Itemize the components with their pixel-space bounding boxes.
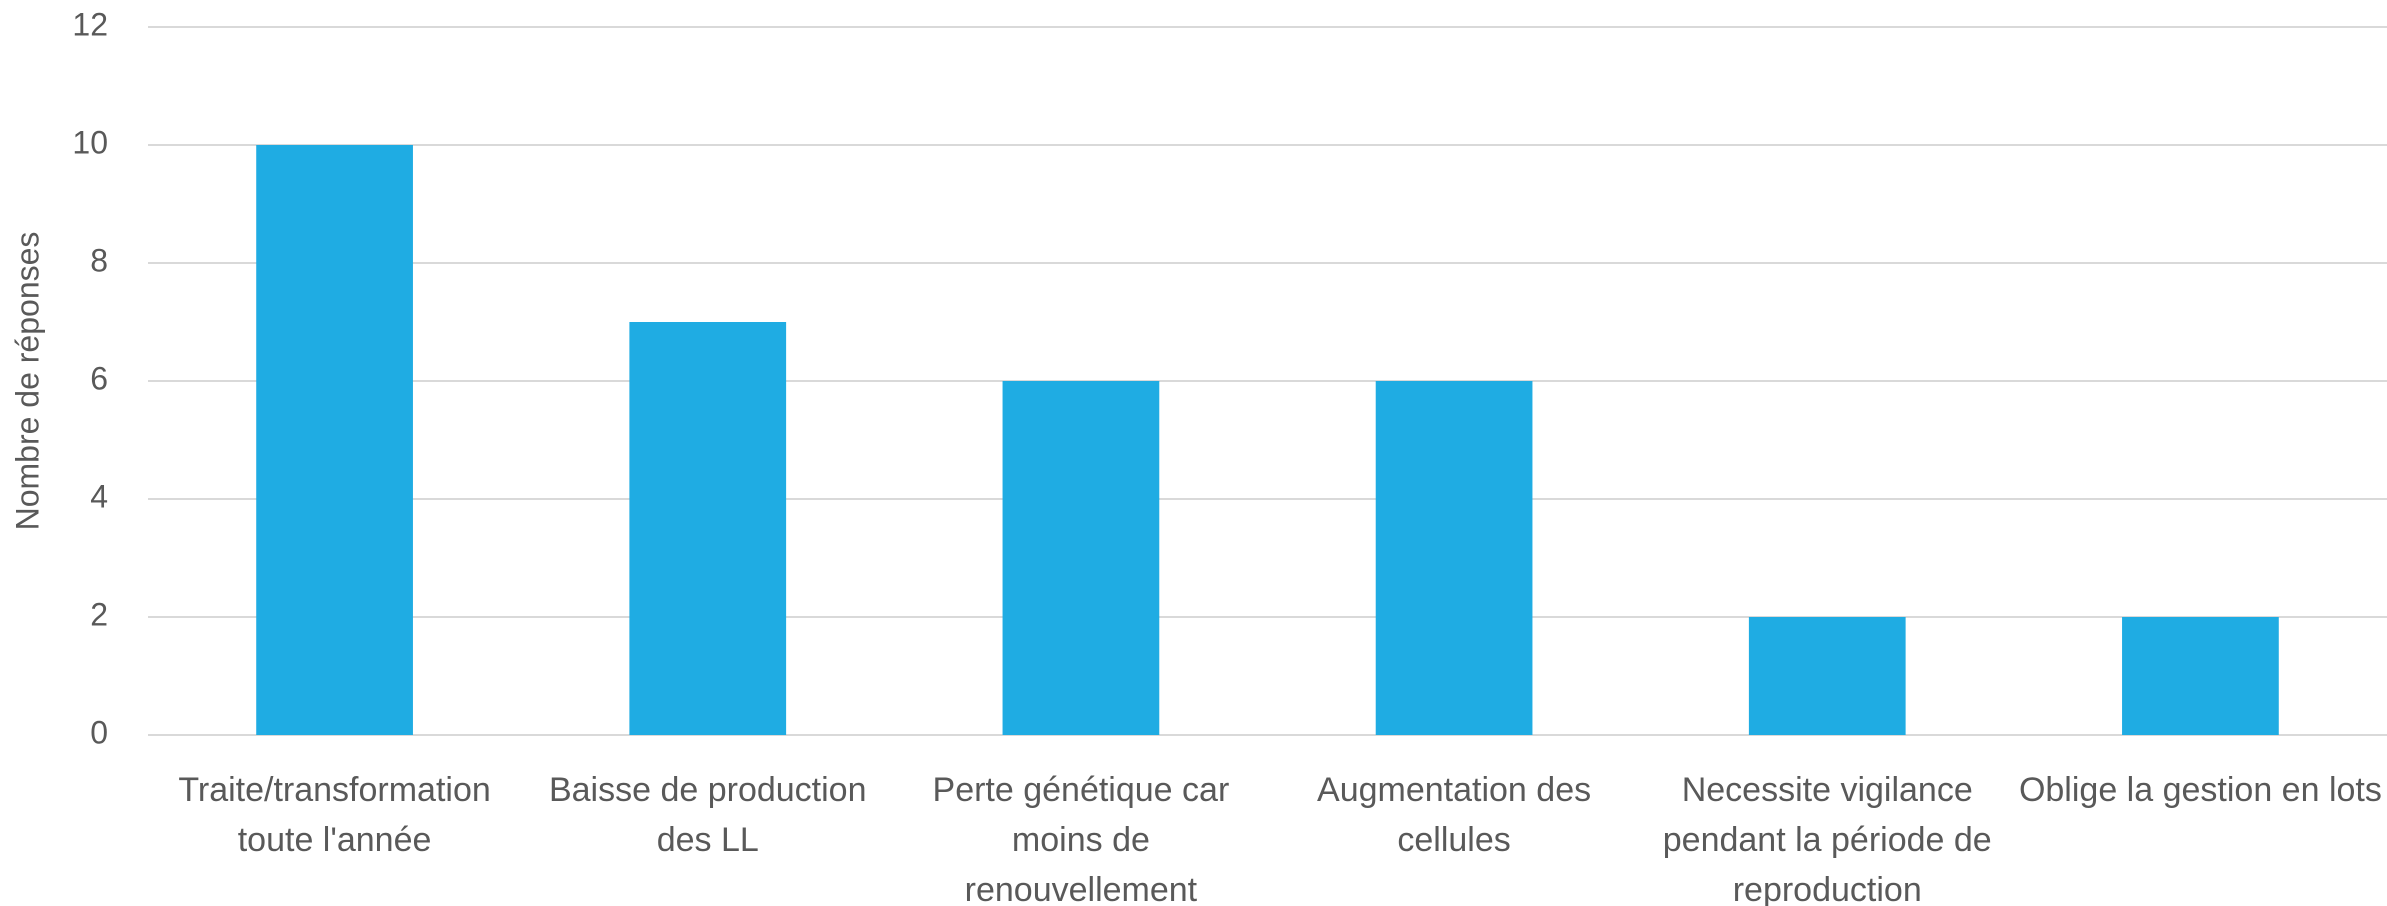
y-tick-label: 0 <box>90 714 108 750</box>
x-tick-label: Perte génétique car moins de renouvellem… <box>932 771 1230 906</box>
y-tick-label: 4 <box>90 478 108 514</box>
bar <box>1375 381 1533 735</box>
bar <box>2122 617 2279 735</box>
bar <box>1748 617 1906 735</box>
y-tick-label: 12 <box>72 6 108 42</box>
y-axis-label: Nombre de réponses <box>9 232 45 531</box>
y-tick-label: 6 <box>90 360 108 396</box>
bar <box>1002 381 1160 735</box>
x-tick-label: Necessite vigilance pendant la période d… <box>1662 771 1992 906</box>
y-tick-label: 10 <box>72 124 108 160</box>
y-tick-label: 8 <box>90 242 108 278</box>
x-tick-label: Traite/transformation toute l'année <box>178 771 491 859</box>
x-tick-label: Baisse de production des LL <box>548 771 867 859</box>
x-tick-label: Oblige la gestion en lots <box>2018 771 2382 809</box>
bar <box>629 322 787 735</box>
y-tick-label: 2 <box>90 596 108 632</box>
bar <box>256 145 413 735</box>
x-tick-label: Augmentation des cellules <box>1317 771 1592 859</box>
